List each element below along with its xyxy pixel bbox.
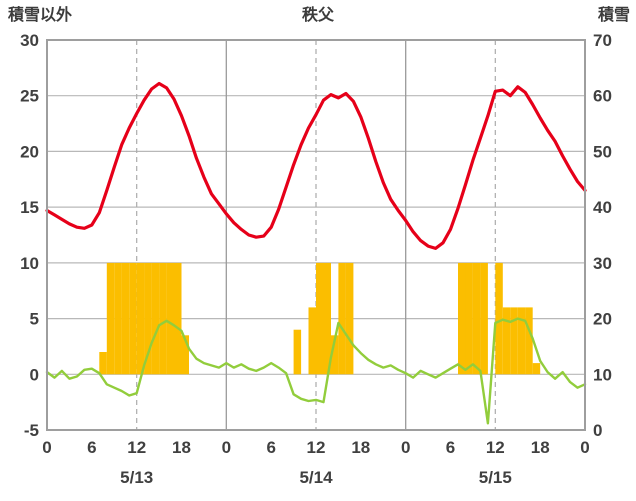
x-axis-tick: 6 — [87, 438, 96, 457]
yellow-bars-bar — [174, 262, 182, 375]
x-axis-tick: 12 — [307, 438, 326, 457]
x-axis-tick: 12 — [486, 438, 505, 457]
yellow-bars-bar — [166, 262, 175, 375]
right-axis-tick: 30 — [593, 254, 612, 273]
right-axis-title: 積雪 — [597, 7, 630, 24]
yellow-bars-bar — [136, 262, 145, 375]
x-axis-tick: 0 — [580, 438, 589, 457]
plot-border — [46, 39, 586, 431]
x-axis-tick: 6 — [446, 438, 455, 457]
right-axis-tick: 20 — [593, 310, 612, 329]
yellow-bars-bar — [502, 307, 511, 375]
date-label: 5/13 — [120, 468, 153, 487]
left-axis-tick: 30 — [20, 31, 39, 50]
yellow-bars-bar — [151, 262, 160, 375]
x-axis-tick: 12 — [127, 438, 146, 457]
yellow-bars-bar — [510, 307, 518, 375]
left-axis-tick: 25 — [20, 87, 39, 106]
yellow-bars-bar — [181, 335, 189, 375]
yellow-bars-bar — [114, 262, 122, 375]
left-axis-title: 積雪以外 — [8, 7, 73, 24]
yellow-bars-bar — [338, 262, 346, 375]
left-axis-tick: 15 — [20, 198, 39, 217]
yellow-bars-bar — [106, 262, 115, 375]
yellow-bars-bar — [308, 307, 316, 375]
right-axis-tick: 10 — [593, 365, 612, 384]
yellow-bars-bar — [159, 262, 167, 375]
right-axis-tick: 50 — [593, 142, 612, 161]
chart-title: 秩父 — [301, 7, 334, 24]
yellow-bars-bar — [532, 363, 541, 375]
left-axis-tick: 5 — [30, 310, 39, 329]
left-axis-tick: 20 — [20, 142, 39, 161]
x-axis-tick: 18 — [351, 438, 370, 457]
right-axis-tick: 0 — [593, 421, 602, 440]
x-axis-tick: 6 — [266, 438, 275, 457]
green-line-series — [45, 317, 587, 425]
yellow-bars-bar — [99, 352, 107, 375]
right-axis-tick: 40 — [593, 198, 612, 217]
x-axis-tick: 0 — [401, 438, 410, 457]
yellow-bars-bar — [323, 262, 331, 375]
right-axis-tick: 60 — [593, 87, 612, 106]
yellow-bars-bar — [121, 262, 130, 375]
red-line-series — [45, 81, 587, 250]
x-axis-tick: 0 — [42, 438, 51, 457]
yellow-bars-bar — [345, 262, 354, 375]
date-label: 5/14 — [299, 468, 333, 487]
yellow-bars-bar — [129, 262, 137, 375]
left-axis-tick: 0 — [30, 365, 39, 384]
yellow-bars-bar — [472, 262, 481, 375]
yellow-bars-bar — [517, 307, 526, 375]
x-axis-tick: 0 — [222, 438, 231, 457]
right-axis-tick: 70 — [593, 31, 612, 50]
yellow-bars-bar — [525, 307, 533, 375]
yellow-bars-bar — [495, 262, 503, 375]
yellow-bars-bar — [465, 262, 473, 375]
x-axis-tick: 18 — [531, 438, 550, 457]
x-axis-tick: 18 — [172, 438, 191, 457]
yellow-bars-bar — [293, 329, 302, 375]
date-label: 5/15 — [479, 468, 512, 487]
left-axis-tick: -5 — [24, 421, 39, 440]
yellow-bars-bar — [480, 262, 488, 375]
left-axis-tick: 10 — [20, 254, 39, 273]
yellow-bars-bar — [458, 262, 466, 375]
yellow-bars-bar — [144, 262, 152, 375]
yellow-bars-bar — [330, 335, 339, 375]
yellow-bars-bar — [316, 262, 324, 375]
